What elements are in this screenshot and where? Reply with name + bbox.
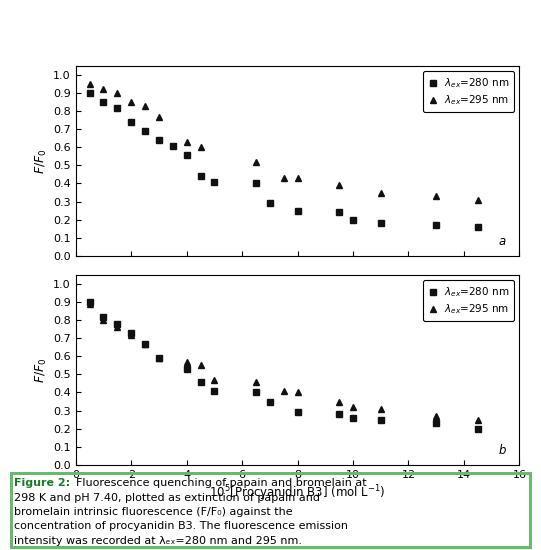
Text: b: b <box>499 444 506 457</box>
Legend: $\lambda_{ex}$=280 nm, $\lambda_{ex}$=295 nm: $\lambda_{ex}$=280 nm, $\lambda_{ex}$=29… <box>423 71 514 112</box>
Text: intensity was recorded at λₑₓ=280 nm and 295 nm.: intensity was recorded at λₑₓ=280 nm and… <box>14 536 301 546</box>
Legend: $\lambda_{ex}$=280 nm, $\lambda_{ex}$=295 nm: $\lambda_{ex}$=280 nm, $\lambda_{ex}$=29… <box>423 280 514 321</box>
Y-axis label: $F/F_0$: $F/F_0$ <box>34 148 49 174</box>
Text: bromelain intrinsic fluorescence (F/F₀) against the: bromelain intrinsic fluorescence (F/F₀) … <box>14 507 292 517</box>
Text: a: a <box>499 235 506 248</box>
Text: concentration of procyanidin B3. The fluorescence emission: concentration of procyanidin B3. The flu… <box>14 521 347 531</box>
Y-axis label: $F/F_0$: $F/F_0$ <box>34 357 49 383</box>
X-axis label: $10^5$[Procyanidin B3] (mol L$^{-1}$): $10^5$[Procyanidin B3] (mol L$^{-1}$) <box>209 484 386 503</box>
Text: Figure 2:: Figure 2: <box>14 478 70 488</box>
Text: 298 K and pH 7.40, plotted as extinction of papain and: 298 K and pH 7.40, plotted as extinction… <box>14 493 320 503</box>
Text: Fluorescence quenching of papain and bromelain at: Fluorescence quenching of papain and bro… <box>76 478 366 488</box>
